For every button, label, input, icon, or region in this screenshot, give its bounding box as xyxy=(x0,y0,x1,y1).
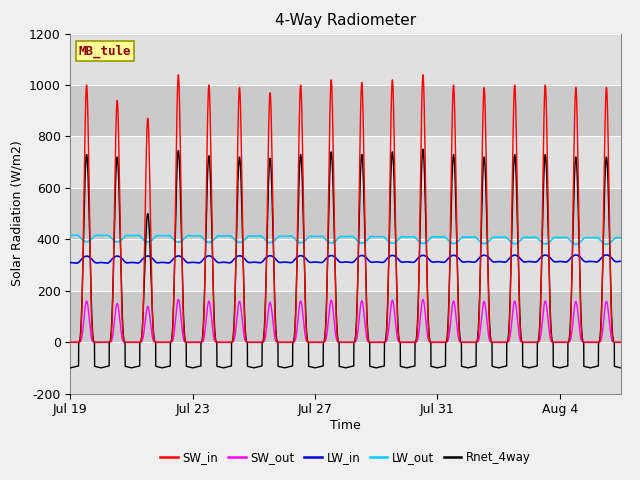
SW_in xyxy=(67,339,74,345)
Rnet_4way xyxy=(67,365,74,371)
LW_in xyxy=(73,260,81,266)
SW_in xyxy=(469,339,477,345)
Bar xyxy=(70,85,621,136)
Line: LW_in: LW_in xyxy=(70,255,621,263)
Bar xyxy=(70,342,621,394)
Rnet_4way xyxy=(325,202,333,208)
Text: MB_tule: MB_tule xyxy=(79,44,131,58)
SW_in xyxy=(165,339,173,345)
SW_out xyxy=(67,339,74,345)
SW_in xyxy=(617,339,625,345)
Bar xyxy=(70,240,621,291)
Rnet_4way xyxy=(500,364,508,370)
LW_in xyxy=(616,258,624,264)
SW_in xyxy=(325,161,333,167)
Rnet_4way xyxy=(165,363,173,369)
Line: SW_out: SW_out xyxy=(70,300,621,342)
Rnet_4way xyxy=(438,364,446,370)
LW_out xyxy=(616,235,624,241)
Bar xyxy=(70,188,621,240)
Title: 4-Way Radiometer: 4-Way Radiometer xyxy=(275,13,416,28)
Line: Rnet_4way: Rnet_4way xyxy=(70,149,621,368)
SW_out xyxy=(617,339,625,345)
SW_in xyxy=(500,339,508,345)
LW_out xyxy=(67,232,74,238)
SW_out xyxy=(500,339,508,345)
LW_in xyxy=(617,258,625,264)
SW_out xyxy=(165,339,173,345)
SW_out xyxy=(616,339,624,345)
SW_in xyxy=(438,339,446,345)
LW_out xyxy=(500,234,508,240)
LW_out xyxy=(603,241,611,247)
Bar xyxy=(70,136,621,188)
SW_out xyxy=(469,339,477,345)
Rnet_4way xyxy=(419,146,427,152)
SW_out xyxy=(175,297,182,302)
Line: LW_out: LW_out xyxy=(70,235,621,244)
SW_out xyxy=(438,339,446,345)
LW_in xyxy=(500,259,508,265)
Bar xyxy=(70,34,621,85)
SW_in xyxy=(616,339,624,345)
Legend: SW_in, SW_out, LW_in, LW_out, Rnet_4way: SW_in, SW_out, LW_in, LW_out, Rnet_4way xyxy=(156,446,536,469)
LW_out xyxy=(469,234,477,240)
Y-axis label: Solar Radiation (W/m2): Solar Radiation (W/m2) xyxy=(10,141,23,287)
LW_in xyxy=(603,252,611,258)
LW_in xyxy=(469,259,477,265)
LW_in xyxy=(166,260,173,265)
Rnet_4way xyxy=(616,365,624,371)
SW_out xyxy=(325,311,333,317)
Rnet_4way xyxy=(617,365,625,371)
LW_in xyxy=(325,253,333,259)
LW_out xyxy=(617,235,625,241)
Line: SW_in: SW_in xyxy=(70,75,621,342)
LW_out xyxy=(166,233,173,239)
X-axis label: Time: Time xyxy=(330,419,361,432)
LW_in xyxy=(67,260,74,265)
SW_in xyxy=(175,72,182,78)
LW_out xyxy=(73,232,81,238)
LW_in xyxy=(438,259,446,265)
Bar xyxy=(70,291,621,342)
LW_out xyxy=(325,240,333,245)
Rnet_4way xyxy=(469,364,477,370)
LW_out xyxy=(438,234,446,240)
